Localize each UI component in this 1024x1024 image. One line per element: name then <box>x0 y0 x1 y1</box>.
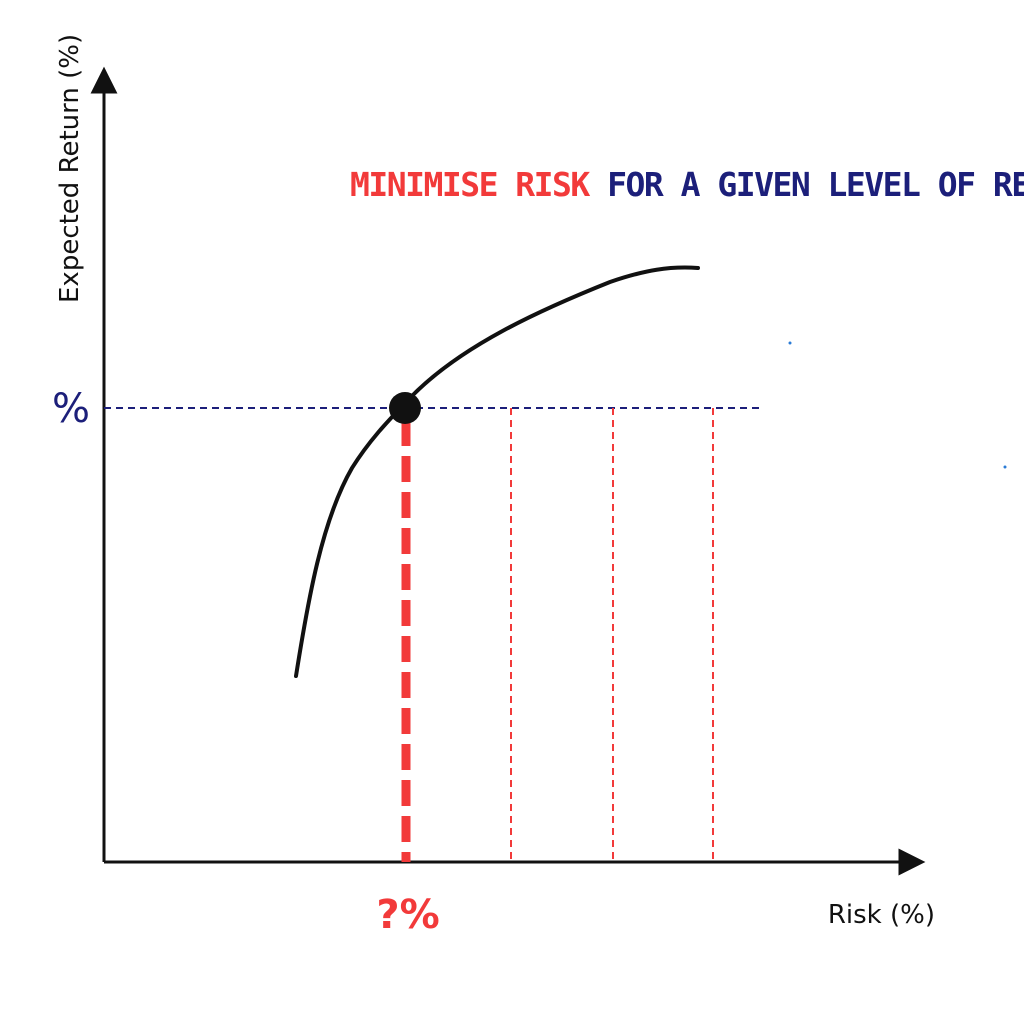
optimal-point <box>389 392 421 424</box>
return-level-label: % <box>52 386 90 432</box>
headline-highlight: MINIMISE RISK <box>350 165 590 204</box>
frontier-curve <box>294 265 700 678</box>
speck <box>1003 465 1007 469</box>
y-axis-label: Expected Return (%) <box>55 34 85 303</box>
headline-rest: FOR A GIVEN LEVEL OF RETURN <box>589 165 1024 204</box>
speck <box>788 341 792 345</box>
risk-value-label: ?% <box>376 892 439 938</box>
x-axis-label: Risk (%) <box>828 900 935 930</box>
headline: MINIMISE RISK FOR A GIVEN LEVEL OF RETUR… <box>350 165 1024 204</box>
